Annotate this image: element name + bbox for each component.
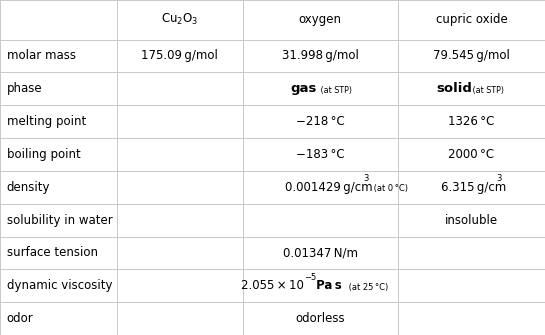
Text: 79.545 g/mol: 79.545 g/mol xyxy=(433,50,510,62)
Text: odorless: odorless xyxy=(295,312,345,325)
Text: (at STP): (at STP) xyxy=(471,86,504,94)
Text: (at 0 °C): (at 0 °C) xyxy=(372,184,408,193)
Text: insoluble: insoluble xyxy=(445,214,498,226)
Text: −218 °C: −218 °C xyxy=(296,115,344,128)
Text: 175.09 g/mol: 175.09 g/mol xyxy=(141,50,219,62)
Text: (at 25 °C): (at 25 °C) xyxy=(348,283,389,291)
Text: 1326 °C: 1326 °C xyxy=(448,115,495,128)
Text: density: density xyxy=(7,181,50,194)
Text: phase: phase xyxy=(7,82,42,95)
Text: dynamic viscosity: dynamic viscosity xyxy=(7,279,112,292)
Text: gas: gas xyxy=(290,82,317,95)
Text: (at STP): (at STP) xyxy=(318,86,352,94)
Text: surface tension: surface tension xyxy=(7,247,98,259)
Text: 3: 3 xyxy=(364,175,369,183)
Text: cupric oxide: cupric oxide xyxy=(435,13,507,26)
Text: oxygen: oxygen xyxy=(299,13,342,26)
Text: 31.998 g/mol: 31.998 g/mol xyxy=(282,50,359,62)
Text: boiling point: boiling point xyxy=(7,148,80,161)
Text: 3: 3 xyxy=(496,175,501,183)
Text: Pa s: Pa s xyxy=(312,279,342,292)
Text: 2000 °C: 2000 °C xyxy=(449,148,494,161)
Text: 2.055 × 10: 2.055 × 10 xyxy=(241,279,304,292)
Text: molar mass: molar mass xyxy=(7,50,76,62)
Text: melting point: melting point xyxy=(7,115,86,128)
Text: Cu$_2$O$_3$: Cu$_2$O$_3$ xyxy=(161,12,198,27)
Text: 0.01347 N/m: 0.01347 N/m xyxy=(283,247,358,259)
Text: solid: solid xyxy=(436,82,472,95)
Text: 6.315 g/cm: 6.315 g/cm xyxy=(441,181,507,194)
Text: odor: odor xyxy=(7,312,33,325)
Text: solubility in water: solubility in water xyxy=(7,214,112,226)
Text: −5: −5 xyxy=(304,273,316,282)
Text: 0.001429 g/cm: 0.001429 g/cm xyxy=(284,181,372,194)
Text: −183 °C: −183 °C xyxy=(296,148,344,161)
